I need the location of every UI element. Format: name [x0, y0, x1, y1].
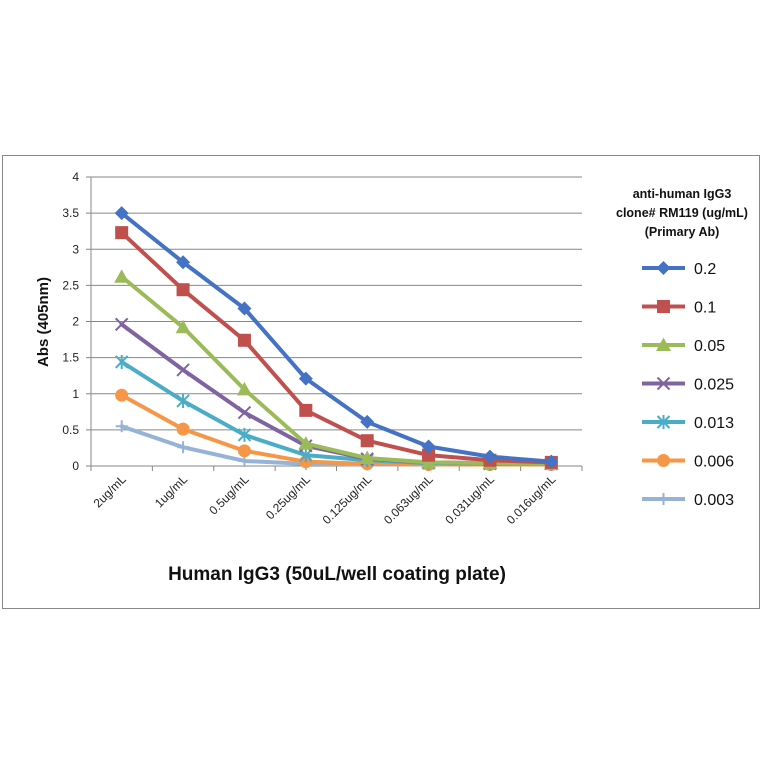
gridlines — [91, 176, 582, 431]
legend-title-line-3: (Primary Ab) — [645, 225, 720, 239]
y-tick-label: 3 — [72, 242, 79, 256]
y-tick-label: 1.5 — [62, 351, 79, 365]
data-point — [114, 206, 129, 221]
x-tick-label: 0.125ug/mL — [320, 472, 375, 527]
data-point — [237, 444, 251, 458]
data-point — [482, 449, 497, 464]
legend-item: 0.2 — [642, 261, 716, 278]
data-point — [115, 388, 129, 402]
series-1 — [115, 226, 558, 469]
legend-title-line-1: anti-human IgG3 — [633, 187, 732, 201]
legend-item: 0.1 — [642, 300, 716, 317]
legend-item: 0.05 — [642, 337, 725, 355]
x-tick-label: 2ug/mL — [91, 472, 129, 510]
legend-item: 0.003 — [642, 492, 734, 509]
series-0 — [114, 206, 559, 469]
series-line — [119, 274, 554, 466]
legend-label: 0.013 — [694, 415, 734, 432]
data-point — [114, 269, 130, 283]
data-point — [237, 301, 252, 316]
legend-swatch-marker — [656, 261, 671, 275]
data-point — [298, 371, 313, 386]
x-tick-label: 0.063ug/mL — [381, 472, 436, 527]
y-tick-label: 2 — [72, 315, 79, 329]
data-point — [115, 226, 129, 240]
data-point — [177, 441, 190, 454]
data-point — [237, 405, 252, 420]
data-point — [175, 319, 191, 334]
legend-swatch-marker — [656, 337, 671, 351]
data-point — [299, 403, 313, 417]
y-tick-label: 1 — [72, 387, 79, 401]
data-point — [176, 255, 191, 270]
legend-swatch-marker — [657, 454, 670, 467]
y-tick-label: 2.5 — [62, 278, 79, 292]
data-point — [176, 422, 190, 436]
data-point — [421, 439, 436, 454]
y-tick-label: 3.5 — [62, 206, 79, 220]
data-point — [544, 454, 559, 469]
data-point — [114, 317, 129, 332]
series-line — [119, 230, 554, 465]
legend-item: 0.006 — [642, 454, 734, 471]
legend-swatch-marker — [657, 493, 670, 505]
legend-label: 0.025 — [694, 377, 734, 394]
x-tick-label: 1ug/mL — [152, 472, 190, 510]
data-point — [236, 381, 252, 396]
legend-label: 0.003 — [694, 492, 734, 509]
data-point — [114, 354, 129, 369]
x-tick-label: 0.031ug/mL — [442, 472, 497, 527]
series-line — [119, 211, 554, 464]
x-axis-title: Human IgG3 (50uL/well coating plate) — [168, 564, 506, 585]
legend-swatch-marker — [657, 300, 670, 313]
legend-item: 0.013 — [642, 415, 734, 432]
x-tick-label: 0.5ug/mL — [206, 472, 252, 518]
data-point — [237, 427, 252, 442]
legend-label: 0.05 — [694, 338, 725, 355]
y-tick-label: 0 — [72, 459, 79, 473]
data-point — [422, 448, 436, 462]
axes — [86, 176, 583, 471]
data-point — [176, 393, 190, 408]
legend-label: 0.1 — [694, 300, 716, 317]
data-point — [360, 414, 375, 429]
legend-item: 0.025 — [642, 377, 734, 394]
chart-frame — [2, 155, 760, 609]
data-point — [360, 434, 374, 448]
y-tick-label: 0.5 — [62, 423, 79, 437]
series-group — [114, 206, 559, 472]
legend-title-line-2: clone# RM119 (ug/mL) — [616, 206, 748, 220]
legend-label: 0.2 — [694, 261, 716, 278]
legend-label: 0.006 — [694, 454, 734, 471]
data-point — [176, 363, 190, 377]
data-point — [298, 436, 314, 450]
x-tick-label: 0.016ug/mL — [504, 472, 559, 527]
y-axis-title: Abs (405nm) — [35, 277, 52, 367]
data-point — [115, 420, 128, 433]
legend-swatch-marker — [656, 376, 671, 391]
data-point — [176, 283, 190, 297]
data-point — [359, 450, 375, 465]
y-tick-label: 4 — [72, 170, 79, 184]
legend-swatch-marker — [656, 415, 671, 429]
x-tick-label: 0.25ug/mL — [263, 472, 313, 522]
legend: anti-human IgG3 clone# RM119 (ug/mL) (Pr… — [616, 187, 748, 509]
data-point — [237, 333, 251, 347]
